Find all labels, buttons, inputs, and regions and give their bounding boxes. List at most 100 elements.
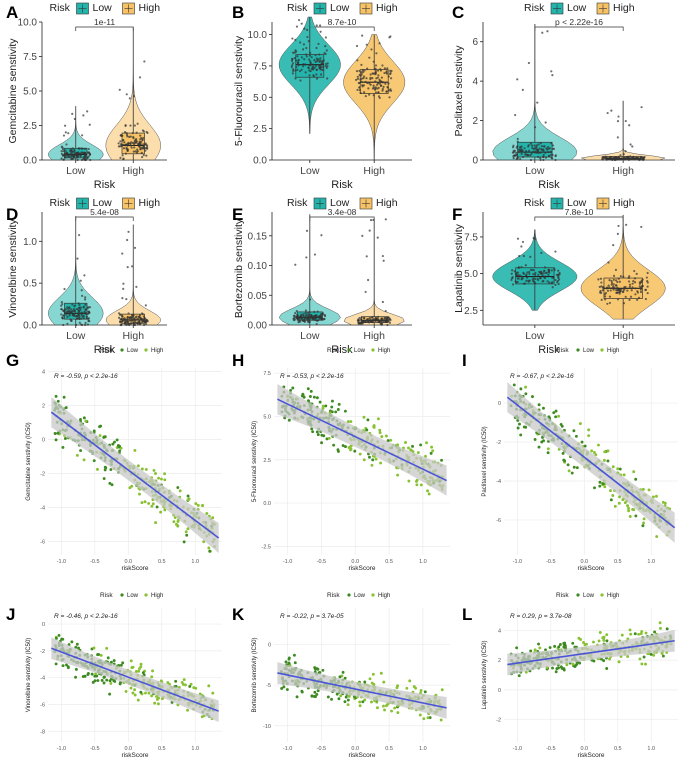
point-high bbox=[533, 648, 537, 652]
legend-title: Risk bbox=[556, 347, 569, 354]
point-high bbox=[425, 441, 428, 445]
data-point bbox=[133, 124, 136, 127]
correlation-annotation: R = -0.59, p < 2.2e-16 bbox=[54, 373, 118, 380]
data-point bbox=[551, 157, 554, 160]
y-tick-label: 6 bbox=[472, 37, 478, 48]
data-point bbox=[617, 156, 620, 159]
data-point bbox=[314, 54, 317, 57]
data-point bbox=[303, 320, 307, 323]
data-point bbox=[546, 280, 549, 283]
data-point bbox=[382, 81, 385, 84]
data-point bbox=[361, 234, 364, 237]
y-tick-label: 0 bbox=[42, 622, 45, 628]
data-point bbox=[130, 146, 133, 149]
x-tick-label: 1.0 bbox=[647, 746, 655, 752]
x-tick-label: -1.0 bbox=[513, 559, 522, 565]
point-high bbox=[594, 453, 598, 457]
data-point bbox=[122, 282, 125, 285]
data-point bbox=[374, 87, 377, 90]
point-low bbox=[633, 632, 637, 636]
data-point bbox=[536, 101, 539, 104]
data-point bbox=[543, 276, 546, 279]
data-point bbox=[514, 113, 517, 117]
point-low bbox=[361, 700, 365, 704]
data-point bbox=[316, 310, 319, 313]
data-point bbox=[608, 295, 612, 298]
point-high bbox=[585, 642, 588, 646]
data-point bbox=[364, 95, 367, 98]
data-point bbox=[542, 153, 545, 156]
data-point bbox=[130, 319, 133, 322]
point-low bbox=[118, 449, 122, 453]
data-point bbox=[554, 154, 557, 157]
data-point bbox=[313, 318, 316, 321]
data-point bbox=[299, 320, 302, 323]
data-point bbox=[87, 310, 91, 313]
x-tick-label-low: Low bbox=[525, 330, 545, 342]
point-low bbox=[54, 394, 58, 398]
y-tick-label: 0 bbox=[498, 401, 501, 407]
data-point bbox=[522, 155, 525, 159]
x-axis-label: Risk bbox=[538, 344, 560, 356]
y-tick-label: 0 bbox=[498, 688, 501, 694]
data-point bbox=[380, 84, 383, 87]
data-point bbox=[390, 77, 393, 80]
y-tick-label: 2 bbox=[42, 403, 45, 409]
data-point bbox=[60, 313, 63, 316]
data-point bbox=[126, 135, 129, 138]
point-low bbox=[285, 688, 289, 691]
data-point bbox=[306, 28, 309, 32]
scatter-legend: Risk Low High bbox=[556, 347, 619, 354]
legend-a: Risk Low High bbox=[50, 2, 160, 15]
point-low bbox=[335, 692, 339, 696]
data-point bbox=[119, 156, 122, 160]
data-point bbox=[533, 277, 537, 281]
data-point bbox=[554, 158, 557, 162]
data-point bbox=[525, 153, 528, 156]
data-point bbox=[536, 277, 539, 281]
data-point bbox=[144, 322, 148, 326]
point-high bbox=[627, 506, 630, 510]
data-point bbox=[527, 144, 530, 147]
data-point bbox=[125, 131, 128, 135]
data-point bbox=[368, 229, 371, 232]
data-point bbox=[605, 286, 609, 289]
panel-letter: H bbox=[232, 351, 244, 370]
legend-key-low bbox=[120, 348, 124, 352]
panel-j: J Risk Low High 0 -2 -4 -6 -8 -1.0 -0.5 0.0 0.5 1.0 ri… bbox=[6, 592, 222, 759]
data-point bbox=[291, 64, 294, 67]
point-low bbox=[182, 540, 186, 544]
data-point bbox=[142, 153, 145, 157]
y-tick-label: 7.5 bbox=[253, 61, 267, 72]
data-point bbox=[141, 129, 145, 132]
legend-label-low: Low bbox=[583, 593, 595, 599]
y-tick-label: 4 bbox=[498, 628, 501, 634]
legend-label-high: High bbox=[378, 348, 390, 354]
data-point bbox=[622, 289, 625, 292]
data-point bbox=[321, 68, 324, 72]
y-tick-label: -2 bbox=[496, 718, 501, 724]
point-high bbox=[640, 630, 644, 633]
data-point bbox=[547, 150, 550, 154]
legend-key-high bbox=[600, 593, 604, 597]
data-point bbox=[557, 282, 560, 286]
data-point bbox=[389, 318, 392, 322]
data-point bbox=[125, 297, 128, 301]
data-point bbox=[631, 282, 634, 285]
point-high bbox=[349, 448, 352, 452]
data-point bbox=[546, 146, 550, 149]
point-low bbox=[141, 671, 145, 675]
data-point bbox=[144, 321, 148, 324]
data-point bbox=[557, 273, 560, 277]
data-point bbox=[303, 58, 306, 61]
data-point bbox=[609, 155, 612, 159]
data-point bbox=[324, 45, 327, 48]
data-point bbox=[619, 154, 622, 157]
data-point bbox=[121, 319, 124, 323]
point-high bbox=[426, 489, 430, 493]
data-point bbox=[323, 317, 326, 321]
data-point bbox=[355, 69, 359, 73]
point-high bbox=[152, 468, 156, 472]
point-low bbox=[411, 444, 414, 448]
